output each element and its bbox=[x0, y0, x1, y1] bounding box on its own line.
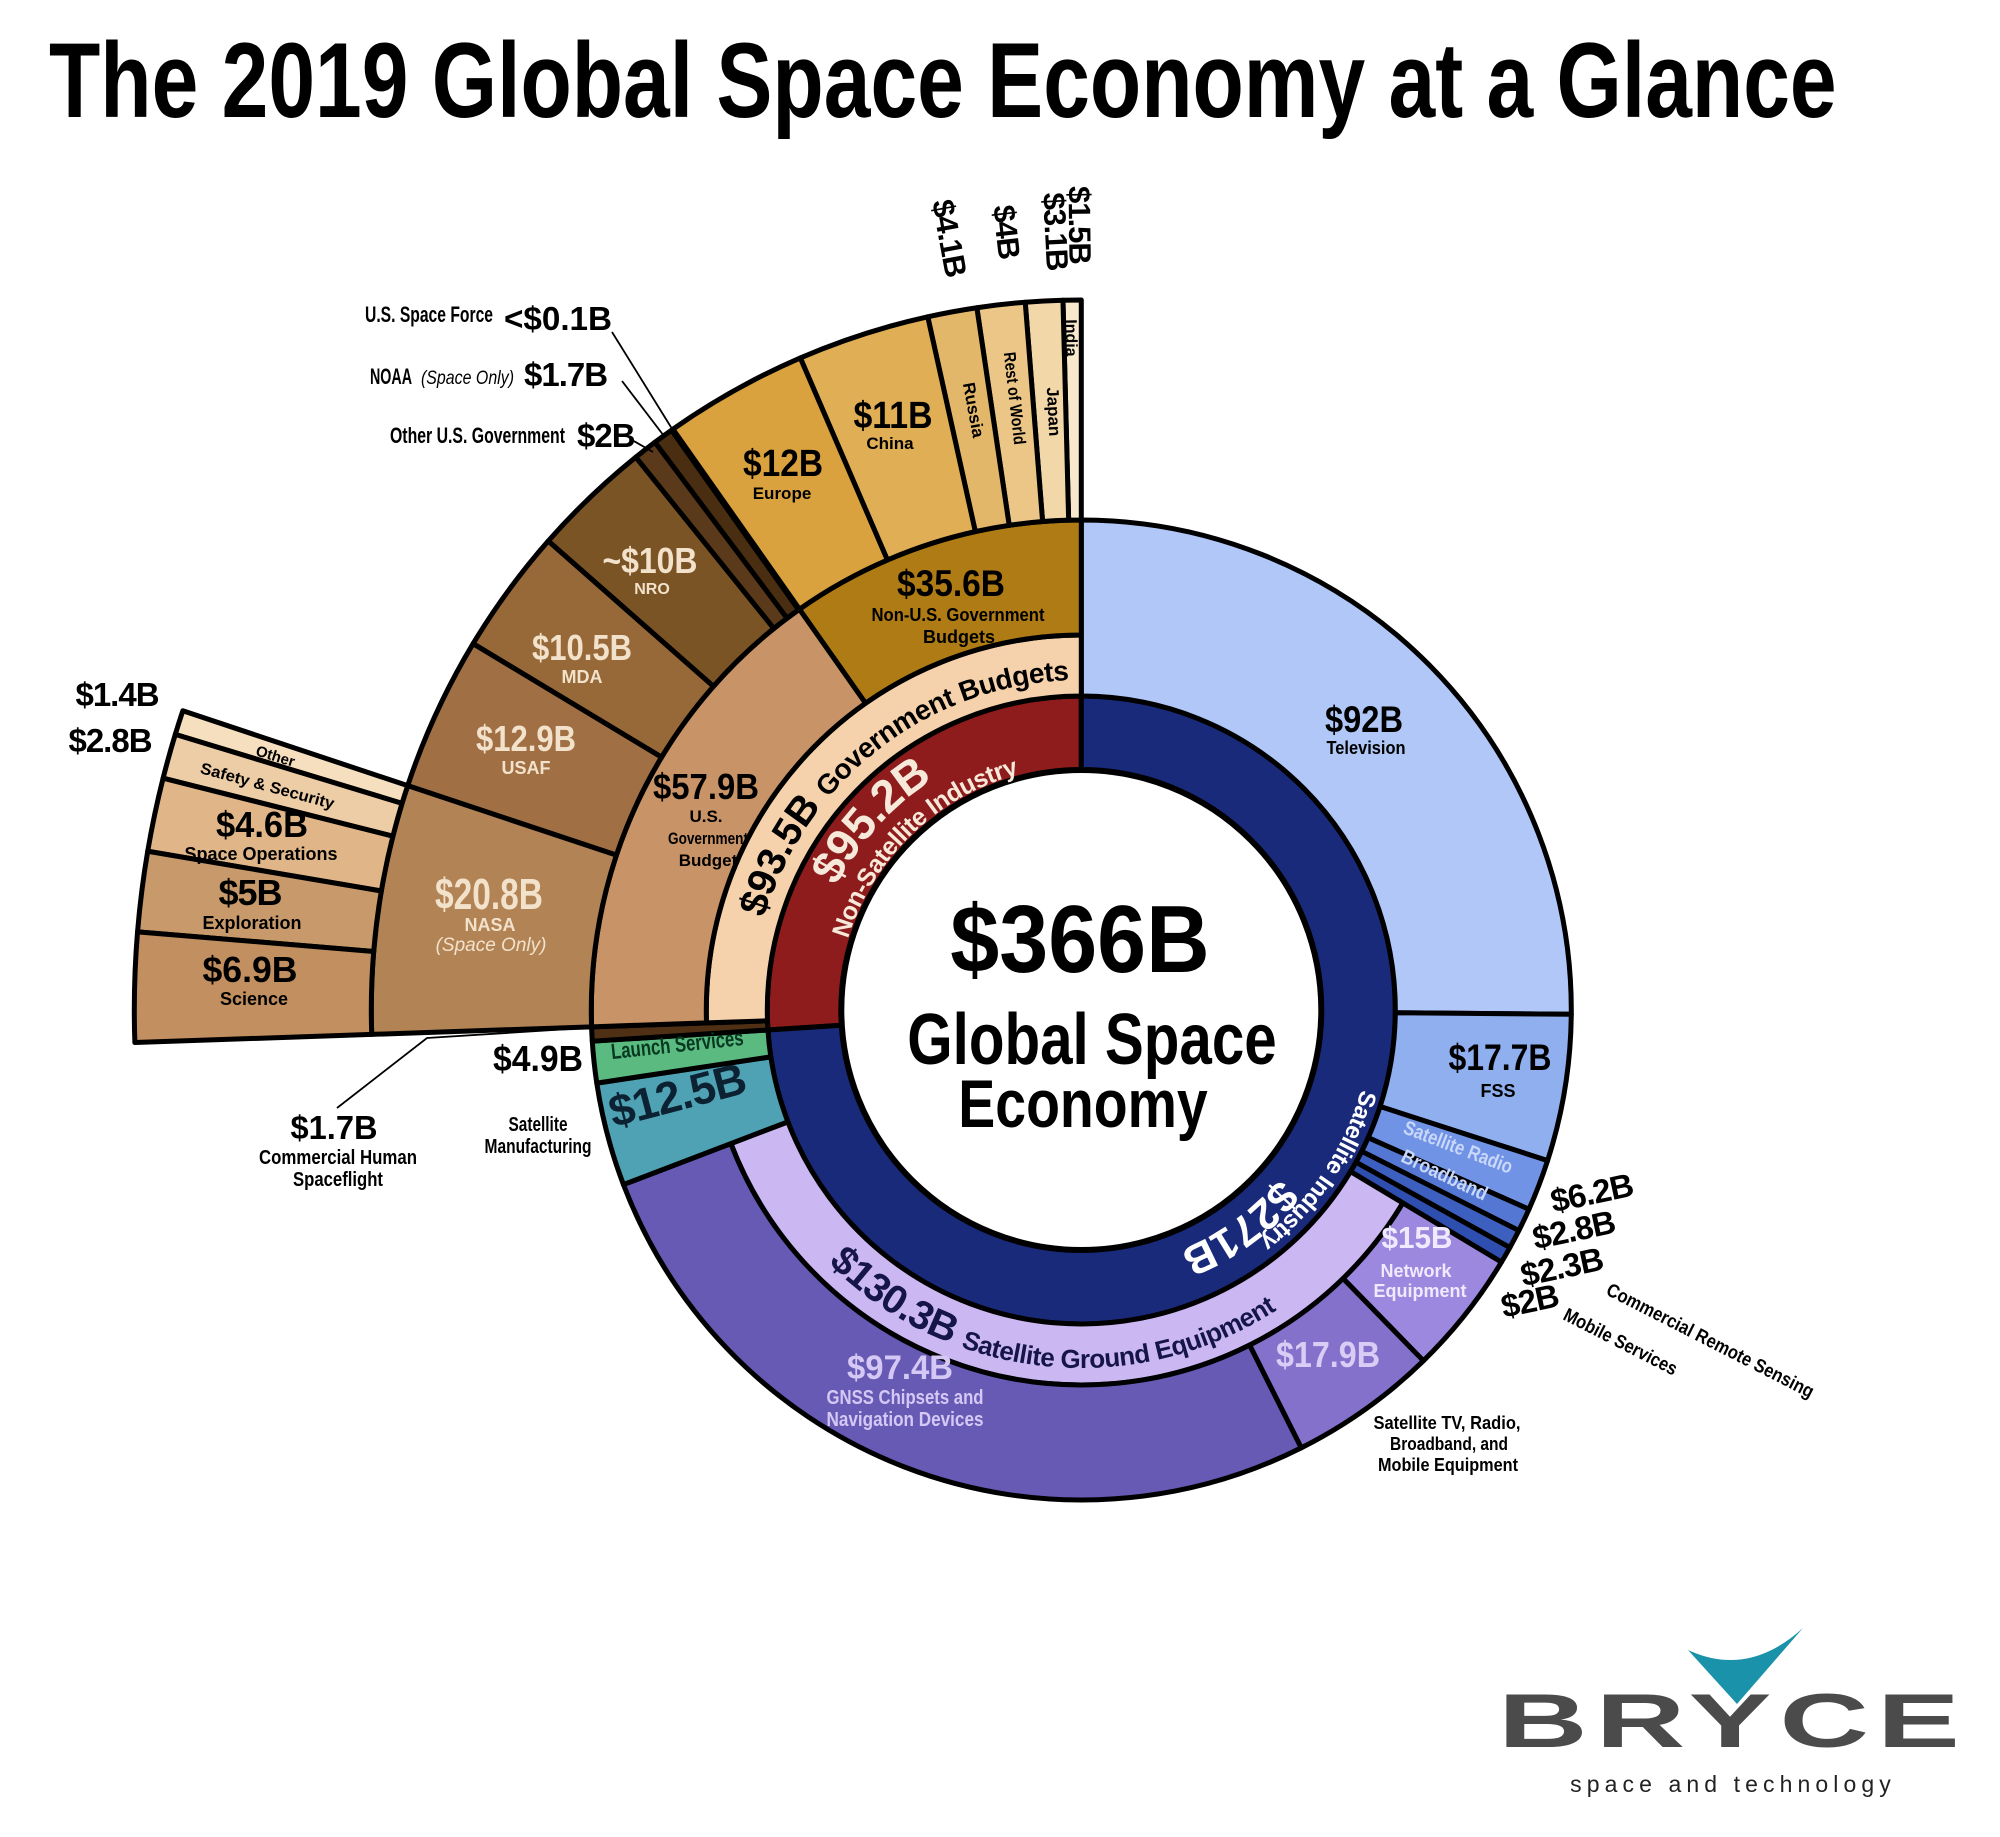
svg-text:Navigation Devices: Navigation Devices bbox=[827, 1409, 984, 1431]
svg-text:Manufacturing: Manufacturing bbox=[485, 1136, 592, 1158]
svg-text:$17.7B: $17.7B bbox=[1449, 1037, 1552, 1078]
svg-text:$92B: $92B bbox=[1325, 699, 1403, 740]
svg-text:FSS: FSS bbox=[1480, 1081, 1515, 1101]
svg-text:Broadband, and: Broadband, and bbox=[1390, 1434, 1508, 1454]
svg-text:~$10B: ~$10B bbox=[603, 540, 698, 581]
svg-text:U.S. Space Force: U.S. Space Force bbox=[365, 302, 493, 327]
svg-text:China: China bbox=[866, 434, 914, 453]
svg-text:$1.5B: $1.5B bbox=[1061, 186, 1097, 264]
svg-text:$4.9B: $4.9B bbox=[493, 1038, 583, 1079]
svg-text:$1.7B: $1.7B bbox=[291, 1109, 378, 1146]
svg-text:Equipment: Equipment bbox=[1374, 1281, 1467, 1301]
svg-text:Space Operations: Space Operations bbox=[184, 844, 337, 864]
svg-text:$15B: $15B bbox=[1382, 1220, 1453, 1255]
svg-text:<$0.1B: <$0.1B bbox=[504, 300, 612, 337]
svg-text:Exploration: Exploration bbox=[202, 913, 301, 933]
svg-text:Budgets: Budgets bbox=[923, 627, 995, 647]
svg-text:$4.6B: $4.6B bbox=[216, 804, 308, 845]
svg-text:NRO: NRO bbox=[634, 581, 670, 598]
svg-text:Network: Network bbox=[1380, 1261, 1452, 1281]
svg-text:GNSS Chipsets and: GNSS Chipsets and bbox=[827, 1387, 984, 1409]
svg-text:Spaceflight: Spaceflight bbox=[293, 1169, 383, 1191]
svg-text:$20.8B: $20.8B bbox=[435, 870, 543, 919]
svg-text:Government: Government bbox=[668, 829, 748, 848]
svg-text:NASA: NASA bbox=[464, 915, 515, 935]
svg-text:(Space Only): (Space Only) bbox=[421, 368, 514, 389]
svg-text:$12.9B: $12.9B bbox=[476, 718, 576, 759]
svg-text:Non-U.S. Government: Non-U.S. Government bbox=[872, 605, 1045, 625]
svg-text:Satellite TV, Radio,: Satellite TV, Radio, bbox=[1374, 1413, 1521, 1433]
svg-text:USAF: USAF bbox=[502, 758, 551, 778]
svg-text:$1.4B: $1.4B bbox=[75, 676, 158, 713]
svg-text:Mobile Equipment: Mobile Equipment bbox=[1378, 1455, 1518, 1475]
svg-text:Television: Television bbox=[1327, 738, 1406, 758]
svg-text:Other U.S. Government: Other U.S. Government bbox=[390, 423, 565, 448]
svg-text:Europe: Europe bbox=[753, 484, 812, 503]
svg-text:Budget: Budget bbox=[679, 851, 738, 870]
svg-text:BRYCE: BRYCE bbox=[1498, 1678, 1968, 1763]
svg-text:space and technology: space and technology bbox=[1570, 1771, 1896, 1797]
svg-text:$10.5B: $10.5B bbox=[532, 627, 632, 668]
svg-text:$5B: $5B bbox=[218, 872, 281, 913]
svg-text:Japan: Japan bbox=[1043, 387, 1065, 437]
svg-text:$3.1B: $3.1B bbox=[1036, 192, 1075, 271]
svg-text:$4B: $4B bbox=[986, 203, 1027, 260]
svg-text:Economy: Economy bbox=[958, 1067, 1208, 1143]
svg-text:U.S.: U.S. bbox=[689, 807, 722, 826]
svg-text:India: India bbox=[1062, 319, 1079, 357]
svg-text:The 2019 Global Space Economy: The 2019 Global Space Economy at a Glanc… bbox=[49, 21, 1837, 140]
svg-text:$2B: $2B bbox=[577, 417, 635, 454]
svg-text:Science: Science bbox=[220, 989, 288, 1009]
svg-text:$6.9B: $6.9B bbox=[203, 949, 298, 990]
svg-text:$1.7B: $1.7B bbox=[524, 356, 607, 393]
svg-text:MDA: MDA bbox=[562, 667, 603, 687]
svg-text:$12B: $12B bbox=[743, 443, 823, 485]
svg-text:$17.9B: $17.9B bbox=[1276, 1334, 1380, 1375]
svg-text:$57.9B: $57.9B bbox=[653, 766, 759, 807]
svg-text:$97.4B: $97.4B bbox=[847, 1349, 953, 1387]
svg-text:$2.8B: $2.8B bbox=[68, 722, 151, 759]
svg-text:Global Space: Global Space bbox=[907, 999, 1276, 1079]
svg-text:$366B: $366B bbox=[950, 885, 1209, 992]
svg-text:Satellite: Satellite bbox=[509, 1114, 568, 1136]
svg-text:$35.6B: $35.6B bbox=[897, 563, 1005, 604]
svg-text:NOAA: NOAA bbox=[370, 364, 412, 389]
svg-text:Commercial Human: Commercial Human bbox=[259, 1147, 417, 1169]
svg-text:$11B: $11B bbox=[854, 395, 933, 437]
svg-text:(Space Only): (Space Only) bbox=[436, 935, 547, 956]
